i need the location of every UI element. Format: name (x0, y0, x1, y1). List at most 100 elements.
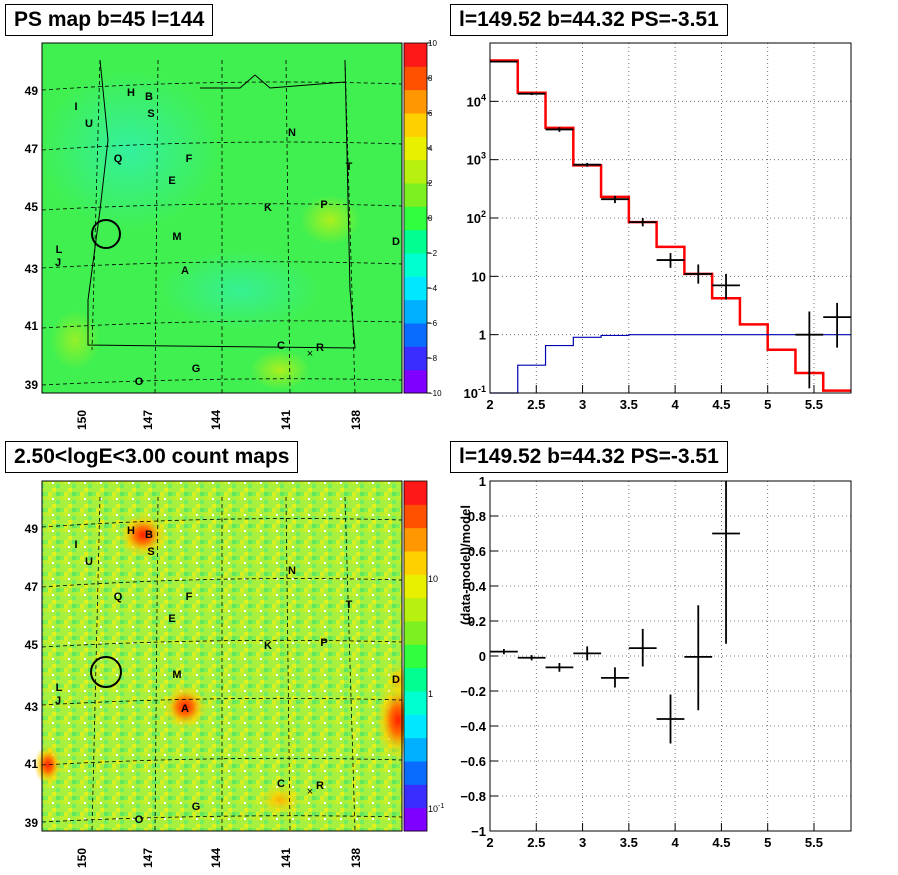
target-circle (90, 656, 122, 688)
source-label-I: I (74, 101, 77, 113)
ps-map-yellow-region (250, 350, 310, 390)
longitude-label: 141 (279, 410, 293, 430)
colorbar-segment (404, 761, 427, 785)
source-label-Q: Q (114, 153, 123, 165)
source-marker: × (307, 786, 313, 798)
source-label-A: A (181, 703, 189, 715)
colorbar-tick-label: 0 (428, 214, 433, 223)
latitude-label: 47 (25, 580, 39, 594)
x-tick-label: 5 (764, 397, 771, 412)
longitude-label: 147 (141, 410, 155, 430)
colorbar-segment (404, 43, 427, 67)
residual-title: l=149.52 b=44.32 PS=-3.51 (450, 441, 728, 473)
x-tick-label: 5 (764, 835, 771, 850)
y-tick-label: 0 (479, 649, 486, 664)
colorbar-segment (404, 597, 427, 622)
x-tick-label: 4.5 (712, 397, 730, 412)
x-tick-label: 3 (579, 397, 586, 412)
x-tick-label: 3 (579, 835, 586, 850)
count-map-source-glow (163, 685, 207, 729)
colorbar-segment (404, 89, 427, 114)
count-map-source-glow (34, 745, 62, 785)
latitude-label: 43 (25, 700, 39, 714)
source-label-L: L (56, 682, 63, 694)
colorbar-segment (404, 206, 427, 231)
x-tick-label: 5.5 (805, 835, 823, 850)
count-map-source-glow (119, 513, 167, 557)
source-label-E: E (168, 175, 175, 187)
latitude-label: 43 (25, 262, 39, 276)
source-label-S: S (147, 108, 154, 120)
source-label-S: S (147, 546, 154, 558)
ps-map-cyan-region (40, 70, 220, 230)
colorbar-segment (404, 527, 427, 552)
y-tick-label: −1 (471, 824, 486, 839)
source-label-J: J (55, 695, 61, 707)
x-tick-label: 2 (486, 397, 493, 412)
colorbar-tick-label: −6 (428, 319, 438, 328)
colorbar-segment (404, 253, 427, 277)
colorbar-tick-label: 10 (428, 39, 437, 48)
colorbar-segment (404, 66, 427, 91)
y-tick-label: 10-1 (464, 384, 486, 401)
colorbar-tick-label: −4 (428, 284, 438, 293)
colorbar-tick-label: −8 (428, 354, 438, 363)
source-label-Q: Q (114, 591, 123, 603)
model-step-line (490, 59, 851, 392)
colorbar-segment (404, 574, 427, 599)
y-tick-label: 104 (467, 92, 486, 109)
target-circle (91, 219, 121, 249)
spectrum-title: l=149.52 b=44.32 PS=-3.51 (450, 4, 728, 36)
x-tick-label: 4 (672, 835, 680, 850)
colorbar-tick-label: 10 (428, 574, 438, 584)
longitude-label: 138 (349, 410, 363, 430)
ps-map-yellow-region (300, 195, 360, 245)
y-tick-label: 103 (467, 151, 486, 168)
x-tick-label: 4 (672, 397, 680, 412)
y-tick-label: 102 (467, 209, 486, 226)
source-label-R: R (316, 342, 324, 354)
ps-map-cyan-region (160, 250, 320, 330)
colorbar-segment (404, 346, 427, 371)
colorbar-segment (404, 504, 427, 529)
source-label-P: P (320, 199, 327, 211)
ps-map-panel (40, 42, 403, 394)
source-label-E: E (168, 613, 175, 625)
longitude-label: 150 (75, 410, 89, 430)
longitude-label: 138 (349, 848, 363, 868)
ps-map-graticule (41, 59, 403, 394)
source-label-T: T (346, 161, 353, 173)
colorbar-tick-label: −10 (428, 389, 442, 398)
colorbar-segment (404, 159, 427, 184)
x-tick-label: 3.5 (620, 835, 638, 850)
latitude-label: 47 (25, 142, 39, 156)
x-tick-label: 3.5 (620, 397, 638, 412)
count-map-source-glow (258, 784, 302, 816)
source-label-G: G (192, 801, 201, 813)
colorbar-segment (404, 667, 427, 692)
colorbar-tick-label: 10-1 (428, 803, 444, 814)
source-label-R: R (316, 780, 324, 792)
x-tick-label: 5.5 (805, 397, 823, 412)
colorbar-segment (404, 691, 427, 715)
colorbar-segment (404, 784, 427, 809)
colorbar-segment (404, 323, 427, 347)
source-label-U: U (85, 118, 93, 130)
source-label-H: H (127, 525, 135, 537)
y-tick-label: 0.6 (468, 544, 486, 559)
y-tick-label: 0.4 (468, 579, 487, 594)
longitude-label: 147 (141, 848, 155, 868)
ps-colorbar: 10 8 6 4 2 0 −2 −4 −6 −8 −10 (403, 39, 442, 398)
colorbar-segment (404, 481, 427, 505)
x-tick-label: 4.5 (712, 835, 730, 850)
count-map-title: 2.50<logE<3.00 count maps (5, 441, 299, 473)
latitude-label: 49 (25, 522, 39, 536)
colorbar-segment (404, 183, 427, 207)
colorbar-tick-label: 6 (428, 109, 433, 118)
x-tick-label: 2.5 (527, 835, 545, 850)
latitude-label: 45 (25, 638, 39, 652)
colorbar-segment (404, 644, 427, 669)
colorbar-segment (404, 807, 427, 832)
